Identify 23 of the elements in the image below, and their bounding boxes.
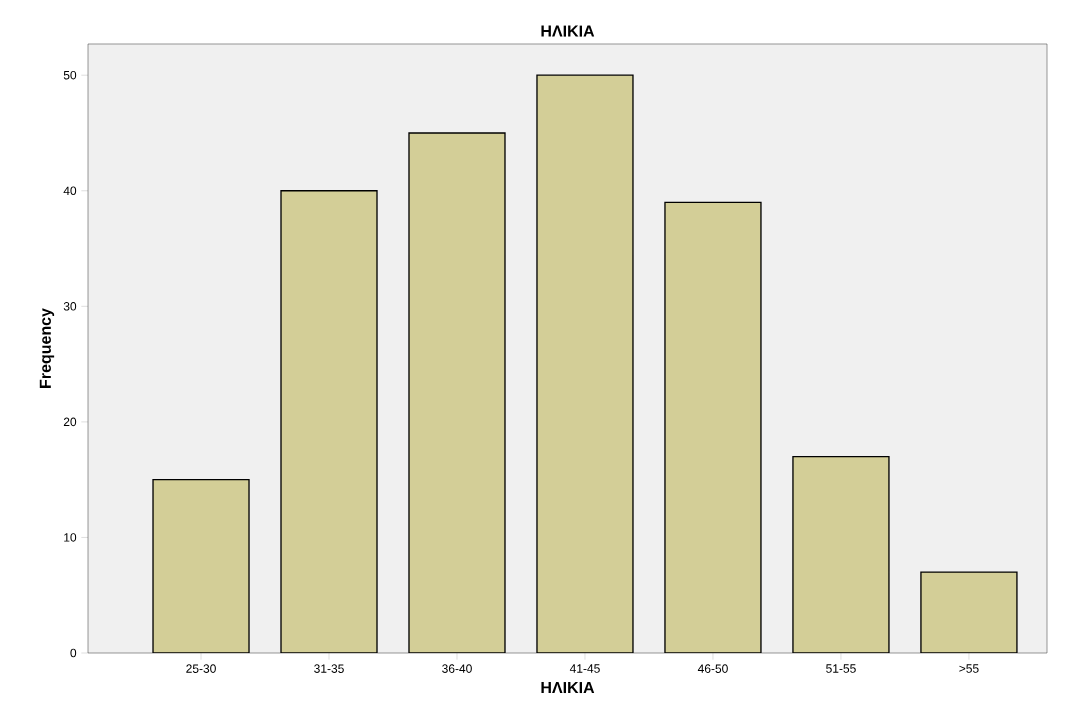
x-tick-label: >55 xyxy=(959,664,979,673)
y-tick-label: 30 xyxy=(63,302,77,311)
bar xyxy=(920,571,1018,653)
x-tick-label: 31-35 xyxy=(314,664,344,673)
y-tick-label: 0 xyxy=(70,648,77,658)
y-axis-title: Frequency xyxy=(39,308,55,388)
x-tick-label: 51-55 xyxy=(826,664,856,673)
y-tick-label: 40 xyxy=(63,186,77,196)
x-tick-label: 41-45 xyxy=(569,664,600,673)
bar xyxy=(664,201,762,653)
bar xyxy=(792,455,890,653)
y-tick-label: 10 xyxy=(64,533,77,542)
x-tick-label: 36-40 xyxy=(442,664,472,673)
x-axis-title: ΗΛΙΚΙΑ xyxy=(541,682,595,694)
bar xyxy=(536,74,634,653)
x-tick-label: 46-50 xyxy=(697,664,728,673)
y-tick-label: 50 xyxy=(63,70,77,80)
chart-title: ΗΛΙΚΙΑ xyxy=(541,25,595,37)
x-tick-label: 25-30 xyxy=(186,664,216,673)
y-tick-label: 20 xyxy=(63,417,77,427)
bar xyxy=(408,132,506,653)
bar xyxy=(153,479,250,653)
bar xyxy=(280,190,378,653)
